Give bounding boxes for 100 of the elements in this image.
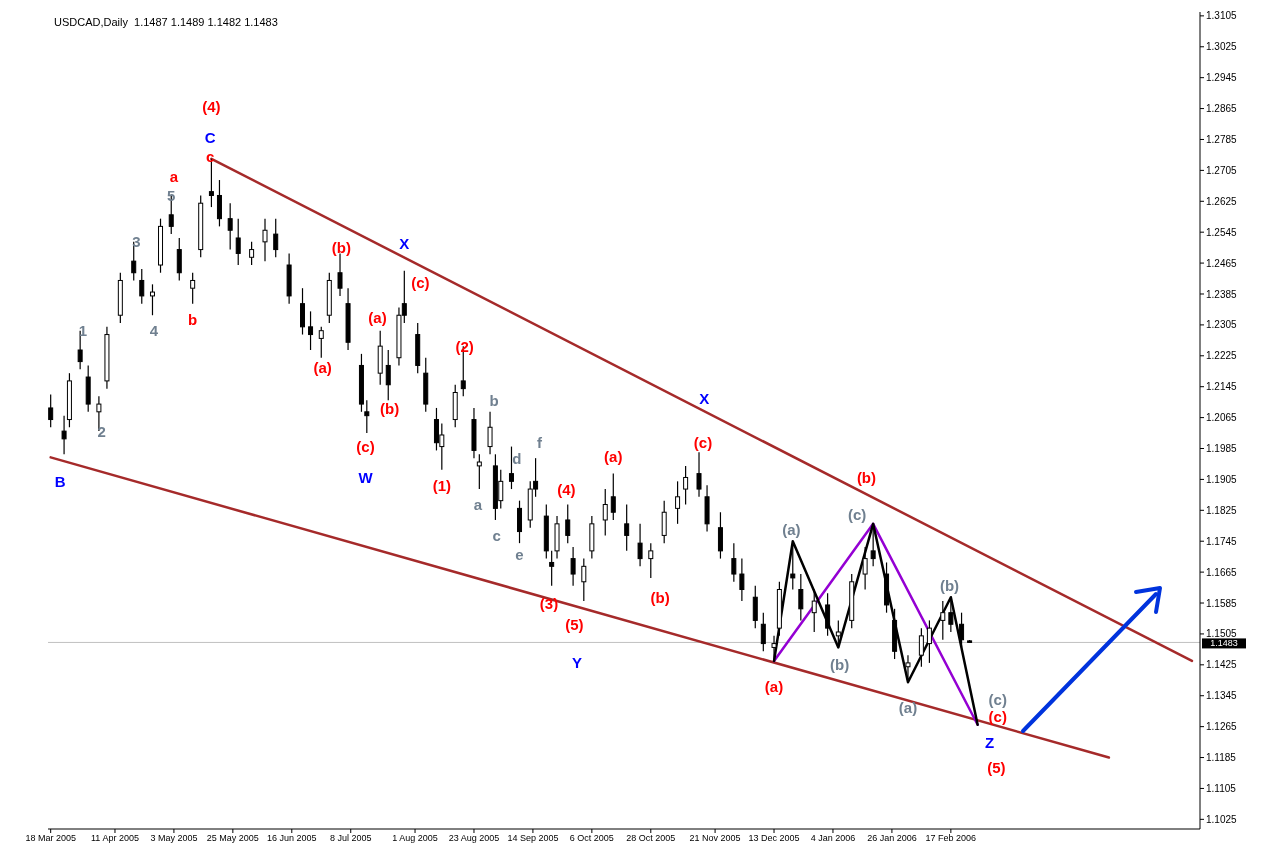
annotation: (b) [856, 468, 877, 486]
y-tick-label: 1.2145 [1206, 381, 1238, 393]
annotation: W [358, 468, 374, 486]
x-tick-label: 1 Aug 2005 [392, 833, 438, 844]
annotation: (4) [202, 98, 221, 116]
x-tick-label: 4 Jan 2006 [810, 833, 856, 844]
candlestick [300, 287, 306, 336]
x-tick-label: 18 Mar 2005 [25, 833, 76, 844]
candlestick [176, 237, 182, 282]
y-tick-label: 1.1985 [1206, 443, 1238, 455]
candlestick [149, 283, 155, 316]
annotation: 3 [132, 233, 141, 251]
candlestick [262, 218, 268, 262]
y-tick-label: 1.1745 [1206, 535, 1238, 547]
y-tick-label: 1.1665 [1206, 566, 1238, 578]
annotation: (a) [782, 521, 801, 539]
annotation: (5) [987, 758, 1006, 776]
x-tick-label: 28 Oct 2005 [626, 833, 676, 844]
annotation: 2 [97, 422, 106, 440]
candlestick [487, 411, 493, 455]
x-tick-label: 6 Oct 2005 [569, 833, 614, 844]
annotation: (a) [898, 698, 918, 716]
candlestick [308, 310, 314, 351]
candlestick [739, 558, 745, 602]
y-tick-label: 1.2065 [1206, 412, 1238, 424]
annotation: (a) [604, 447, 623, 465]
candlestick [216, 179, 222, 227]
y-tick-label: 1.1185 [1206, 752, 1237, 764]
y-tick-label: 1.1505 [1206, 628, 1238, 640]
candlestick [940, 600, 946, 641]
chart-title: USDCAD,Daily 1.1487 1.1489 1.1482 1.1483 [54, 16, 278, 28]
candlestick [752, 585, 758, 629]
ref-line-label: 1.1483 [1210, 638, 1238, 649]
candlestick [273, 218, 279, 258]
annotation: Z [985, 734, 995, 752]
candlestick [862, 546, 868, 591]
candlestick [227, 202, 233, 251]
annotation: (c) [693, 434, 713, 452]
y-tick-label: 1.1905 [1206, 473, 1238, 485]
y-tick-label: 1.2785 [1206, 134, 1238, 146]
annotation: X [699, 389, 710, 407]
x-tick-label: 8 Jul 2005 [329, 833, 372, 844]
annotation: 1 [78, 322, 87, 340]
annotation: (b) [939, 577, 960, 595]
candlestick [648, 542, 654, 579]
y-tick-label: 1.1105 [1206, 782, 1237, 794]
y-tick-label: 1.2865 [1206, 103, 1238, 115]
annotation: (b) [650, 588, 670, 606]
annotation: (2) [455, 338, 474, 356]
candlestick [675, 480, 681, 525]
annotation: f [537, 434, 544, 452]
annotation: (a) [368, 308, 387, 326]
y-tick-label: 1.2625 [1206, 195, 1238, 207]
candlestick [139, 268, 145, 305]
annotation: (1) [432, 476, 451, 494]
candlestick [318, 326, 324, 359]
annotation: (b) [331, 239, 351, 257]
x-tick-label: 11 Apr 2005 [91, 833, 139, 844]
candlestick [517, 500, 523, 544]
y-tick-label: 1.1585 [1206, 597, 1238, 609]
annotation: (c) [988, 708, 1007, 726]
candlestick [811, 588, 817, 633]
annotation: (b) [830, 656, 850, 674]
candlestick [565, 503, 571, 544]
annotation: 4 [149, 322, 159, 340]
x-tick-label: 13 Dec 2005 [748, 833, 800, 844]
x-tick-label: 16 Jun 2005 [267, 833, 317, 844]
candlestick [508, 445, 514, 490]
annotation: (4) [557, 480, 576, 498]
candlestick [581, 558, 587, 602]
candlestick [48, 393, 54, 428]
candlestick [637, 523, 643, 567]
candlestick [549, 550, 555, 587]
annotation: (3) [539, 594, 559, 612]
annotation: (a) [313, 358, 332, 376]
x-tick-label: 17 Feb 2006 [925, 833, 977, 844]
candlestick [476, 453, 482, 490]
y-tick-label: 1.3105 [1206, 10, 1238, 22]
candlestick [926, 619, 932, 664]
candlestick [364, 399, 370, 434]
candlestick [602, 488, 608, 537]
candlestick [235, 218, 241, 266]
candlestick [696, 451, 702, 498]
annotation: e [515, 546, 524, 564]
y-tick-label: 1.2545 [1206, 226, 1238, 238]
annotation: a [169, 167, 179, 185]
y-tick-label: 1.1825 [1206, 504, 1238, 516]
annotation: (c) [356, 438, 375, 456]
y-tick-label: 1.2945 [1206, 72, 1238, 84]
x-tick-label: 14 Sep 2005 [507, 833, 559, 844]
annotation: 5 [167, 186, 176, 204]
candlestick [683, 465, 689, 506]
candlestick [385, 349, 391, 401]
annotation: (a) [764, 677, 784, 695]
candlestick [918, 627, 924, 668]
annotation: Y [572, 654, 583, 672]
candlestick [760, 612, 766, 652]
annotation: B [54, 472, 66, 490]
candlestick [959, 612, 965, 649]
y-tick-label: 1.2225 [1206, 350, 1238, 362]
